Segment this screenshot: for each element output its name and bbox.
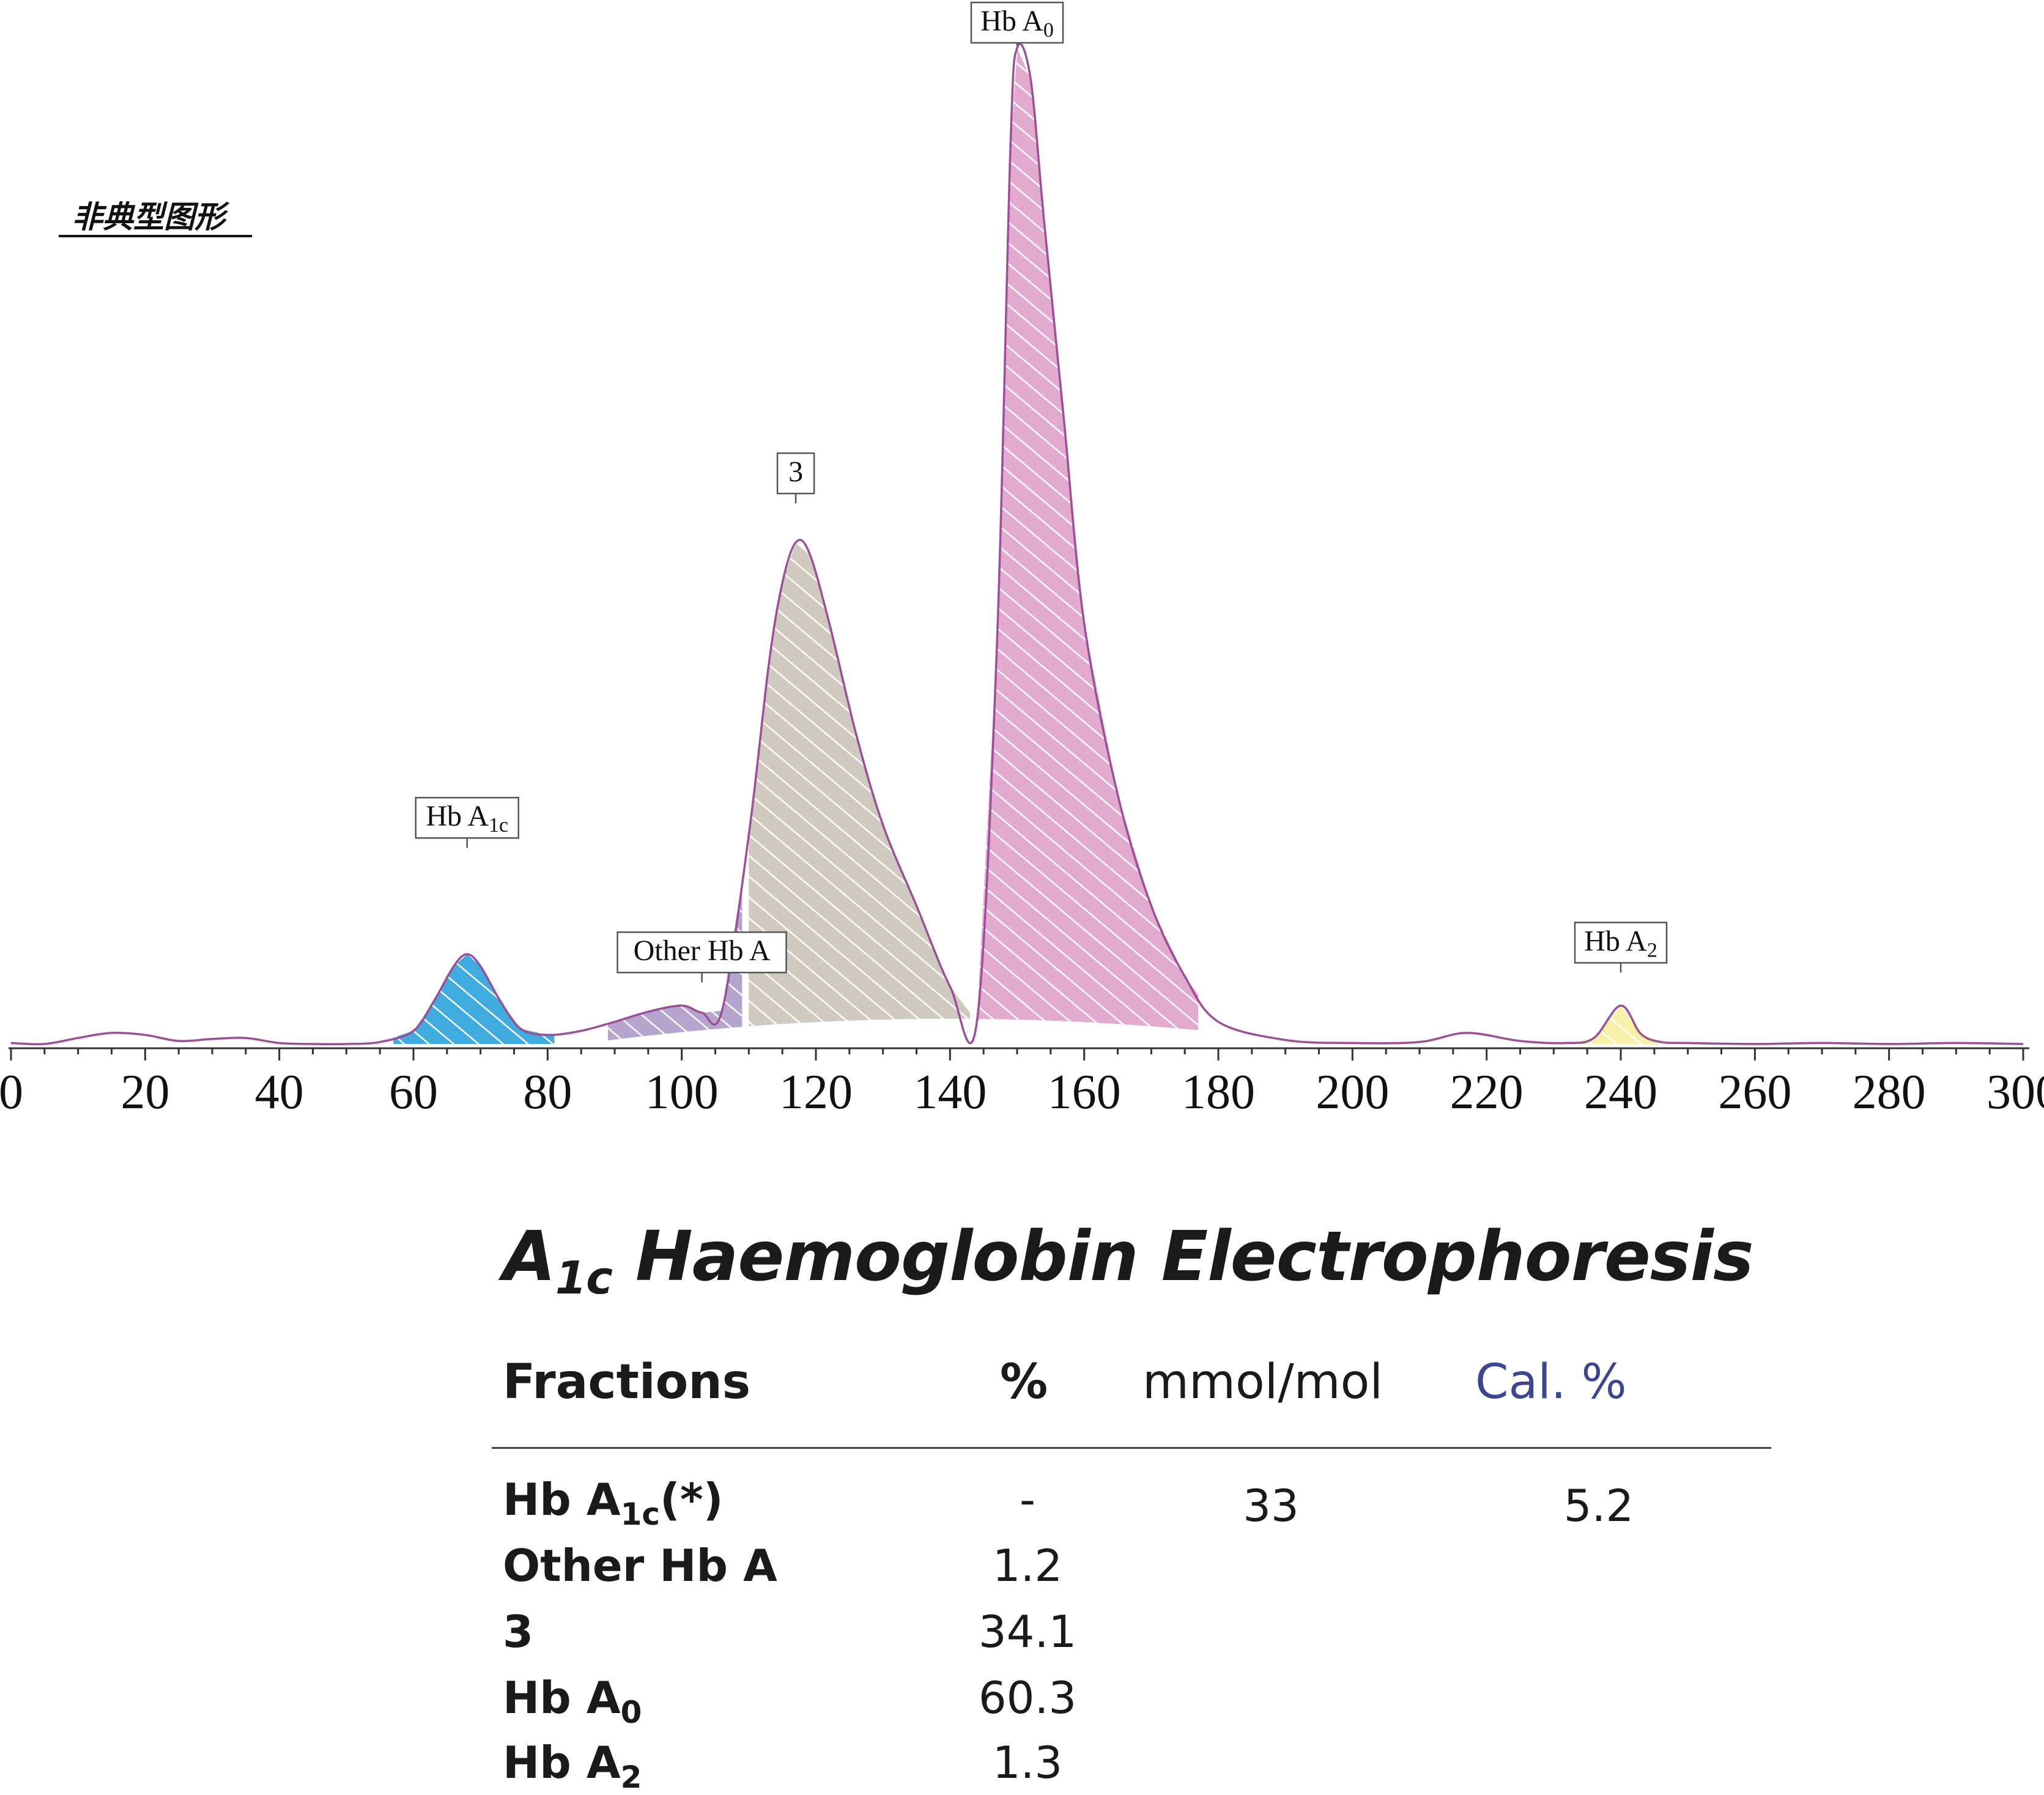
title-rest: Haemoglobin Electrophoresis <box>612 1217 1753 1297</box>
fraction-area-hb-a0 <box>977 48 1199 1031</box>
x-tick-label: 180 <box>1182 1065 1255 1119</box>
title-main: A <box>503 1217 556 1297</box>
atypical-note-text: 非典型图形 <box>72 199 230 235</box>
x-tick-label: 280 <box>1853 1065 1926 1119</box>
row-mmol: 33 <box>1243 1480 1299 1531</box>
atypical-note: 非典型图形 <box>59 199 252 237</box>
row-name: Other Hb A <box>503 1540 777 1598</box>
svg-text:3: 3 <box>788 456 803 488</box>
row-percent: 1.3 <box>992 1737 1063 1788</box>
row-name-sub: 2 <box>620 1760 642 1795</box>
peak-label-3: 3 <box>776 452 815 503</box>
row-name: Hb A2 <box>503 1737 642 1795</box>
row-name-main: Other Hb A <box>503 1540 777 1591</box>
x-tick-label: 160 <box>1048 1065 1121 1119</box>
svg-text:Hb A1c: Hb A1c <box>426 800 508 837</box>
x-tick-label: 220 <box>1450 1065 1524 1119</box>
header-percent: % <box>1000 1355 1048 1410</box>
header-rule <box>492 1447 1771 1449</box>
x-tick-label: 300 <box>1987 1065 2044 1119</box>
row-name: Hb A0 <box>503 1672 642 1730</box>
row-name-main: 3 <box>503 1606 534 1657</box>
peak-label-hb-a0: Hb A0 <box>970 1 1064 46</box>
electrophoresis-chart: 0 20 40 60 80 100 120 140 160 180 200 220 240 260 280 3… <box>0 1 2044 1119</box>
row-name-main: Hb A <box>503 1474 621 1525</box>
fraction-area-3 <box>749 543 971 1027</box>
svg-text:Hb A0: Hb A0 <box>980 5 1054 42</box>
trace-curve <box>10 43 2024 1046</box>
x-tick-label: 0 <box>0 1065 23 1119</box>
row-name-sub: 0 <box>620 1695 642 1730</box>
x-tick-label: 260 <box>1718 1065 1791 1119</box>
svg-text:Other Hb A: Other Hb A <box>634 935 771 967</box>
report-title: A1c Haemoglobin Electrophoresis <box>503 1217 1754 1305</box>
row-cal: 5.2 <box>1563 1480 1634 1531</box>
row-name: Hb A1c(*) <box>503 1474 724 1532</box>
x-tick-label: 140 <box>913 1065 987 1119</box>
x-tick-label: 100 <box>645 1065 719 1119</box>
header-mmol: mmol/mol <box>1142 1355 1383 1410</box>
x-tick-label: 60 <box>389 1065 438 1119</box>
peak-label-hb-a1c: Hb A1c <box>415 796 519 848</box>
row-percent: 1.2 <box>992 1540 1063 1591</box>
peak-label-hb-a2: Hb A2 <box>1574 922 1668 973</box>
svg-text:Hb A2: Hb A2 <box>1584 925 1657 961</box>
title-sub: 1c <box>555 1252 613 1305</box>
peak-label-other-hb-a: Other Hb A <box>617 931 787 983</box>
header-fractions: Fractions <box>503 1355 751 1410</box>
row-name-sub: 1c <box>620 1497 661 1532</box>
row-percent: - <box>1020 1474 1035 1525</box>
x-tick-label: 120 <box>779 1065 853 1119</box>
row-name-tail: (*) <box>660 1474 724 1525</box>
row-percent: 60.3 <box>978 1672 1077 1723</box>
fraction-area-other-hb-a <box>608 879 742 1041</box>
x-tick-label: 40 <box>255 1065 304 1119</box>
row-name: 3 <box>503 1606 533 1664</box>
x-tick-label: 80 <box>523 1065 572 1119</box>
row-percent: 34.1 <box>978 1606 1077 1657</box>
header-cal: Cal. % <box>1475 1355 1627 1410</box>
x-tick-label: 200 <box>1316 1065 1389 1119</box>
trace-line <box>10 43 2024 1046</box>
fraction-fills <box>393 48 1661 1044</box>
peak-labels: Hb A1c Other Hb A 3 Hb A0 Hb A2 <box>415 1 1668 983</box>
x-axis: 0 20 40 60 80 100 120 140 160 180 200 220 240 260 280 3… <box>0 1047 2044 1119</box>
row-name-main: Hb A <box>503 1737 621 1788</box>
row-name-main: Hb A <box>503 1672 621 1723</box>
x-tick-label: 240 <box>1584 1065 1657 1119</box>
x-tick-label: 20 <box>120 1065 169 1119</box>
fraction-area-hb-a1c <box>393 955 555 1044</box>
